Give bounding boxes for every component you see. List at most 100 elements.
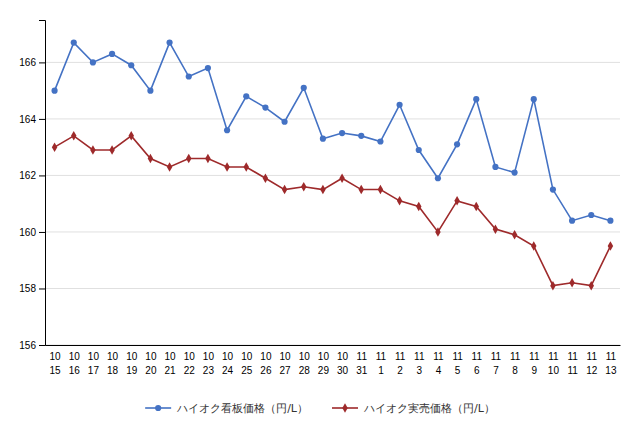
x-tick: 1020	[145, 351, 157, 376]
series-marker	[205, 65, 211, 71]
series-marker	[511, 170, 517, 176]
x-tick-label: 11	[433, 351, 444, 362]
x-tick-label: 10	[241, 351, 253, 362]
x-tick: 113	[414, 351, 425, 376]
x-tick: 119	[529, 351, 540, 376]
x-tick-label: 21	[165, 365, 177, 376]
x-tick-label: 11	[395, 351, 406, 362]
chart: 1561581601621641661015101610171018101910…	[0, 0, 640, 430]
y-axis: 156158160162164166	[19, 21, 45, 351]
x-tick-label: 2	[397, 365, 403, 376]
x-tick: 1111	[567, 351, 578, 376]
x-tick: 1024	[222, 351, 234, 376]
series-marker	[243, 93, 249, 99]
x-tick-label: 4	[436, 365, 442, 376]
x-tick-label: 10	[548, 365, 560, 376]
x-tick-label: 10	[145, 351, 157, 362]
y-tick: 164	[19, 114, 45, 125]
legend-label: ハイオク実売価格（円/L）	[363, 402, 495, 415]
series-marker	[148, 154, 153, 163]
x-tick-label: 10	[299, 351, 311, 362]
y-tick: 166	[19, 57, 45, 68]
grid-line	[45, 345, 620, 346]
x-tick-label: 26	[260, 365, 272, 376]
x-tick-label: 11	[376, 351, 387, 362]
series-marker	[262, 105, 268, 111]
x-tick-label: 10	[50, 351, 62, 362]
series-marker	[166, 40, 172, 46]
x-tick-label: 11	[529, 351, 540, 362]
x-tick-label: 11	[472, 351, 483, 362]
y-tick-mark	[39, 175, 45, 176]
series-marker	[71, 131, 76, 140]
series-marker	[588, 212, 594, 218]
y-tick-label: 160	[19, 227, 36, 238]
legend-item: ハイオク看板価格（円/L）	[145, 402, 308, 415]
x-tick: 111	[376, 351, 387, 376]
x-tick-label: 27	[280, 365, 292, 376]
x-tick-label: 29	[318, 365, 330, 376]
x-tick-label: 10	[203, 351, 215, 362]
x-tick-label: 10	[260, 351, 272, 362]
series-marker	[167, 162, 172, 171]
x-tick-label: 7	[493, 365, 499, 376]
legend: ハイオク看板価格（円/L） ハイオク実売価格（円/L）	[145, 402, 495, 415]
y-tick: 156	[19, 340, 45, 351]
series-marker	[339, 174, 344, 183]
series-marker	[531, 96, 537, 102]
grid-line	[45, 288, 620, 289]
grid-line	[45, 231, 620, 232]
legend-marker	[155, 405, 161, 411]
x-tick: 1112	[586, 351, 598, 376]
y-tick: 162	[19, 170, 45, 181]
x-tick-label: 1	[378, 365, 384, 376]
series-marker	[224, 162, 229, 171]
x-tick: 1029	[318, 351, 330, 376]
series-marker	[282, 185, 287, 194]
series-marker	[492, 164, 498, 170]
x-tick-label: 23	[203, 365, 215, 376]
series-marker	[90, 145, 95, 154]
series-marker	[531, 241, 536, 250]
series-marker	[186, 154, 191, 163]
x-tick-label: 11	[567, 365, 578, 376]
series-marker	[320, 185, 325, 194]
series-marker	[512, 230, 517, 239]
x-tick: 1025	[241, 351, 253, 376]
x-tick-label: 6	[474, 365, 480, 376]
x-tick-label: 31	[356, 365, 368, 376]
x-tick-label: 9	[531, 365, 537, 376]
legend-marker	[342, 403, 347, 412]
x-tick-label: 28	[299, 365, 311, 376]
x-tick-label: 10	[88, 351, 100, 362]
x-tick-label: 10	[107, 351, 119, 362]
series-marker	[358, 133, 364, 139]
legend-item: ハイオク実売価格（円/L）	[332, 402, 495, 415]
x-tick: 1022	[184, 351, 196, 376]
series-line	[55, 43, 611, 221]
x-tick-label: 11	[357, 351, 368, 362]
x-tick-label: 10	[165, 351, 177, 362]
x-tick: 1018	[107, 351, 119, 376]
y-tick-mark	[39, 345, 45, 346]
x-tick-label: 11	[606, 351, 617, 362]
series-marker	[320, 136, 326, 142]
x-tick: 1027	[280, 351, 292, 376]
y-tick-label: 166	[19, 57, 36, 68]
series-marker	[186, 73, 192, 79]
x-tick-label: 10	[318, 351, 330, 362]
grid-line	[45, 175, 620, 176]
x-tick-label: 10	[69, 351, 81, 362]
x-tick-label: 10	[222, 351, 234, 362]
x-tick-label: 16	[69, 365, 81, 376]
x-tick-label: 17	[88, 365, 100, 376]
x-tick-label: 10	[280, 351, 292, 362]
x-tick-label: 22	[184, 365, 196, 376]
x-tick: 1021	[165, 351, 177, 376]
x-tick: 118	[510, 351, 521, 376]
x-tick: 1110	[548, 351, 560, 376]
x-tick: 1131	[356, 351, 368, 376]
series-marker	[607, 218, 613, 224]
series-marker	[339, 130, 345, 136]
series-marker	[378, 185, 383, 194]
